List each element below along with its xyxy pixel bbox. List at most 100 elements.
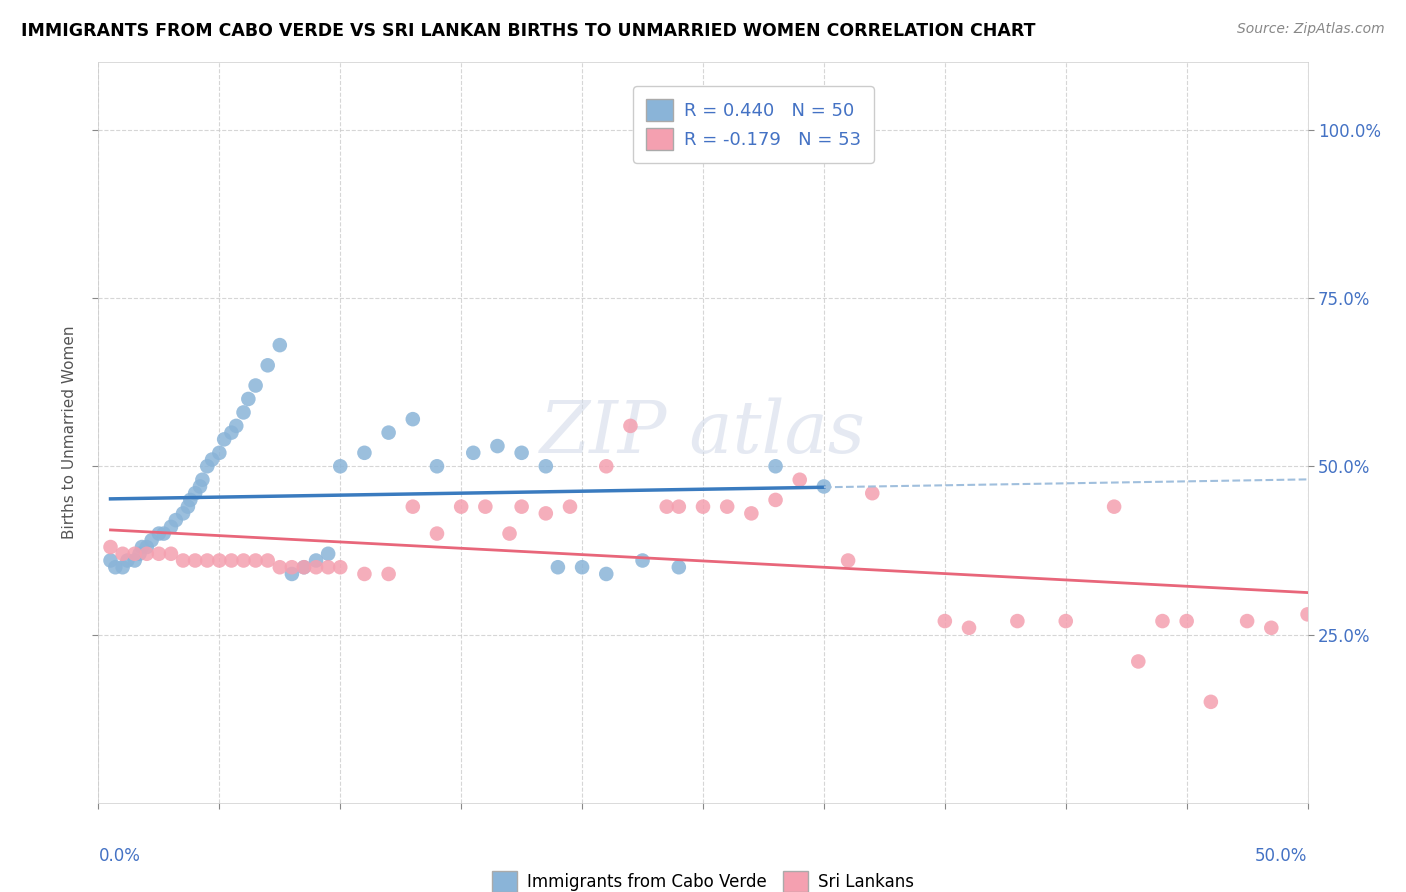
Point — [160, 547, 183, 561]
Point — [104, 560, 127, 574]
Point — [221, 425, 243, 440]
Point — [1054, 614, 1077, 628]
Point — [510, 500, 533, 514]
Point — [860, 486, 883, 500]
Point — [765, 459, 787, 474]
Point — [128, 547, 150, 561]
Point — [692, 500, 714, 514]
Point — [124, 547, 146, 561]
Point — [305, 560, 328, 574]
Point — [225, 418, 247, 433]
Point — [152, 526, 174, 541]
Point — [148, 547, 170, 561]
Point — [191, 473, 214, 487]
Point — [256, 553, 278, 567]
Point — [148, 526, 170, 541]
Point — [668, 560, 690, 574]
Point — [177, 500, 200, 514]
Point — [292, 560, 315, 574]
Point — [281, 560, 304, 574]
Point — [486, 439, 509, 453]
Point — [619, 418, 641, 433]
Point — [208, 553, 231, 567]
Point — [668, 500, 690, 514]
Point — [510, 446, 533, 460]
Point — [740, 507, 762, 521]
Point — [716, 500, 738, 514]
Point — [201, 452, 224, 467]
Point — [195, 553, 218, 567]
Point — [232, 405, 254, 419]
Point — [269, 560, 291, 574]
Point — [316, 560, 339, 574]
Text: IMMIGRANTS FROM CABO VERDE VS SRI LANKAN BIRTHS TO UNMARRIED WOMEN CORRELATION C: IMMIGRANTS FROM CABO VERDE VS SRI LANKAN… — [21, 22, 1036, 40]
Point — [135, 540, 157, 554]
Point — [135, 547, 157, 561]
Point — [111, 560, 134, 574]
Point — [124, 553, 146, 567]
Point — [595, 566, 617, 581]
Point — [131, 540, 153, 554]
Point — [141, 533, 163, 548]
Point — [655, 500, 678, 514]
Point — [256, 359, 278, 373]
Point — [100, 553, 122, 567]
Point — [179, 492, 201, 507]
Point — [426, 459, 449, 474]
Point — [111, 547, 134, 561]
Point — [450, 500, 472, 514]
Point — [195, 459, 218, 474]
Point — [474, 500, 496, 514]
Point — [305, 553, 328, 567]
Point — [558, 500, 581, 514]
Point — [160, 520, 183, 534]
Point — [1296, 607, 1319, 622]
Point — [1128, 655, 1150, 669]
Point — [534, 459, 557, 474]
Point — [402, 500, 425, 514]
Point — [1007, 614, 1029, 628]
Point — [292, 560, 315, 574]
Point — [165, 513, 187, 527]
Point — [1152, 614, 1174, 628]
Point — [1236, 614, 1258, 628]
Point — [212, 433, 235, 447]
Point — [353, 566, 375, 581]
Point — [498, 526, 520, 541]
Point — [957, 621, 980, 635]
Point — [377, 425, 399, 440]
Point — [789, 473, 811, 487]
Point — [426, 526, 449, 541]
Point — [595, 459, 617, 474]
Text: Source: ZipAtlas.com: Source: ZipAtlas.com — [1237, 22, 1385, 37]
Point — [1102, 500, 1125, 514]
Point — [184, 553, 207, 567]
Text: 0.0%: 0.0% — [98, 847, 141, 865]
Point — [172, 553, 194, 567]
Point — [245, 378, 267, 392]
Point — [316, 547, 339, 561]
Point — [1260, 621, 1282, 635]
Point — [172, 507, 194, 521]
Point — [329, 560, 352, 574]
Point — [571, 560, 593, 574]
Point — [188, 479, 211, 493]
Point — [631, 553, 654, 567]
Text: 50.0%: 50.0% — [1256, 847, 1308, 865]
Point — [238, 392, 260, 406]
Point — [377, 566, 399, 581]
Point — [100, 540, 122, 554]
Point — [232, 553, 254, 567]
Point — [547, 560, 569, 574]
Point — [281, 566, 304, 581]
Point — [934, 614, 956, 628]
Point — [208, 446, 231, 460]
Point — [184, 486, 207, 500]
Point — [463, 446, 485, 460]
Y-axis label: Births to Unmarried Women: Births to Unmarried Women — [62, 326, 77, 540]
Point — [813, 479, 835, 493]
Point — [534, 507, 557, 521]
Point — [245, 553, 267, 567]
Point — [1199, 695, 1222, 709]
Point — [837, 553, 859, 567]
